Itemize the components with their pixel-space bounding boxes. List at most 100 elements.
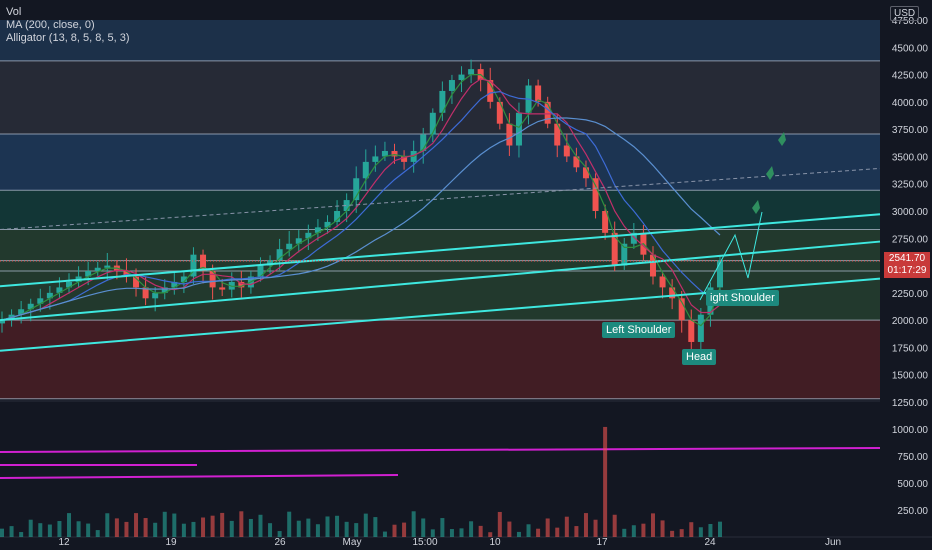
candle-body <box>458 74 465 81</box>
volume-bar <box>718 521 722 537</box>
volume-bar <box>593 519 598 537</box>
left-shoulder-label: Left Shoulder <box>602 322 676 338</box>
volume-tick-label: 1000.00 <box>892 425 929 436</box>
rocket-icon <box>766 166 774 180</box>
volume-bar <box>28 519 33 537</box>
volume-tick-label: 750.00 <box>897 452 928 463</box>
candle-body <box>267 260 274 266</box>
price-zone <box>0 20 880 61</box>
volume-bar <box>555 527 560 537</box>
volume-bar <box>526 524 531 537</box>
volume-bar <box>440 518 445 537</box>
volume-bar <box>86 523 91 537</box>
volume-bar <box>268 523 273 537</box>
candle-body <box>563 145 570 157</box>
volume-bar <box>191 521 196 537</box>
indicator-legend: Vol MA (200, close, 0) Alligator (13, 8,… <box>6 6 130 45</box>
right-shoulder-label: ight Shoulder <box>706 290 779 306</box>
price-tick-label: 2250.00 <box>892 289 929 300</box>
candle-body <box>334 211 341 222</box>
volume-bar <box>19 532 24 537</box>
price-tick-label: 3000.00 <box>892 207 929 218</box>
trendline-middle <box>0 240 881 322</box>
time-tick-label: 19 <box>165 537 177 548</box>
price-tick-label: 2750.00 <box>892 234 929 245</box>
candle-body <box>429 112 436 135</box>
head-label: Head <box>682 349 717 365</box>
time-tick-label: 24 <box>704 537 716 548</box>
price-tick-label: 4250.00 <box>892 71 929 82</box>
price-tick-label: 2000.00 <box>892 316 929 327</box>
volume-ma-line <box>0 447 881 453</box>
candle-body <box>238 281 245 288</box>
candle-body <box>295 238 302 244</box>
candle-body <box>630 232 637 244</box>
volume-bar <box>411 511 416 537</box>
candle-body <box>602 211 609 233</box>
candle-body <box>554 123 561 146</box>
price-tick-label: 3250.00 <box>892 180 929 191</box>
price-tick-label: 1750.00 <box>892 343 929 354</box>
volume-bar <box>172 513 177 537</box>
candle-body <box>401 156 408 162</box>
volume-bar <box>95 530 100 537</box>
volume-bar <box>430 529 435 537</box>
candle-body <box>305 232 312 239</box>
candle-body <box>487 80 494 102</box>
volume-bar <box>603 426 608 537</box>
candle-body <box>573 156 580 168</box>
projection-path <box>699 211 763 301</box>
candle-body <box>592 178 599 211</box>
currency-label[interactable]: USD <box>890 6 920 21</box>
volume-bar <box>210 515 215 537</box>
time-tick-label: 17 <box>596 537 608 548</box>
volume-bar <box>306 518 311 537</box>
price-tick-label: 1250.00 <box>892 398 929 409</box>
candle-body <box>257 265 264 277</box>
candle-body <box>688 320 695 342</box>
volume-bar <box>344 521 349 537</box>
volume-bar <box>402 522 407 537</box>
volume-bar <box>134 513 139 537</box>
volume-bar <box>373 517 378 537</box>
price-tick-label: 4500.00 <box>892 43 929 54</box>
candle-body <box>353 178 360 201</box>
volume-bar <box>660 520 665 537</box>
volume-bar <box>9 526 14 537</box>
candle-body <box>171 281 178 288</box>
candle-body <box>649 254 656 277</box>
volume-bar <box>124 521 129 537</box>
volume-bar <box>382 531 387 537</box>
last-price-value: 2541.70 <box>888 253 926 264</box>
volume-bar <box>143 518 148 537</box>
rocket-icon <box>778 132 786 146</box>
price-tick-label: 3500.00 <box>892 152 929 163</box>
volume-tick-label: 500.00 <box>897 479 928 490</box>
volume-bar <box>47 524 52 537</box>
candle-body <box>717 260 723 288</box>
volume-bar <box>392 524 397 537</box>
volume-bar <box>488 532 493 537</box>
volume-bar <box>689 522 694 537</box>
volume-bar <box>229 520 234 537</box>
volume-bar <box>679 529 684 537</box>
candle-body <box>190 254 197 277</box>
volume-bar <box>287 511 292 537</box>
candle-body <box>448 80 455 91</box>
volume-bar <box>708 523 713 537</box>
candle-body <box>697 314 704 342</box>
candle-body <box>314 227 321 233</box>
candle-body <box>659 276 666 288</box>
volume-bar <box>0 528 4 537</box>
time-tick-label: 15:00 <box>412 537 437 548</box>
moving-average-line <box>1 78 721 321</box>
volume-bar <box>545 518 550 537</box>
volume-bar <box>181 523 186 537</box>
volume-bar <box>248 518 253 537</box>
candle-body <box>678 298 685 321</box>
candle-body <box>535 85 542 102</box>
moving-average-line <box>1 74 721 327</box>
volume-bar <box>574 526 579 537</box>
volume-bar <box>335 515 340 537</box>
